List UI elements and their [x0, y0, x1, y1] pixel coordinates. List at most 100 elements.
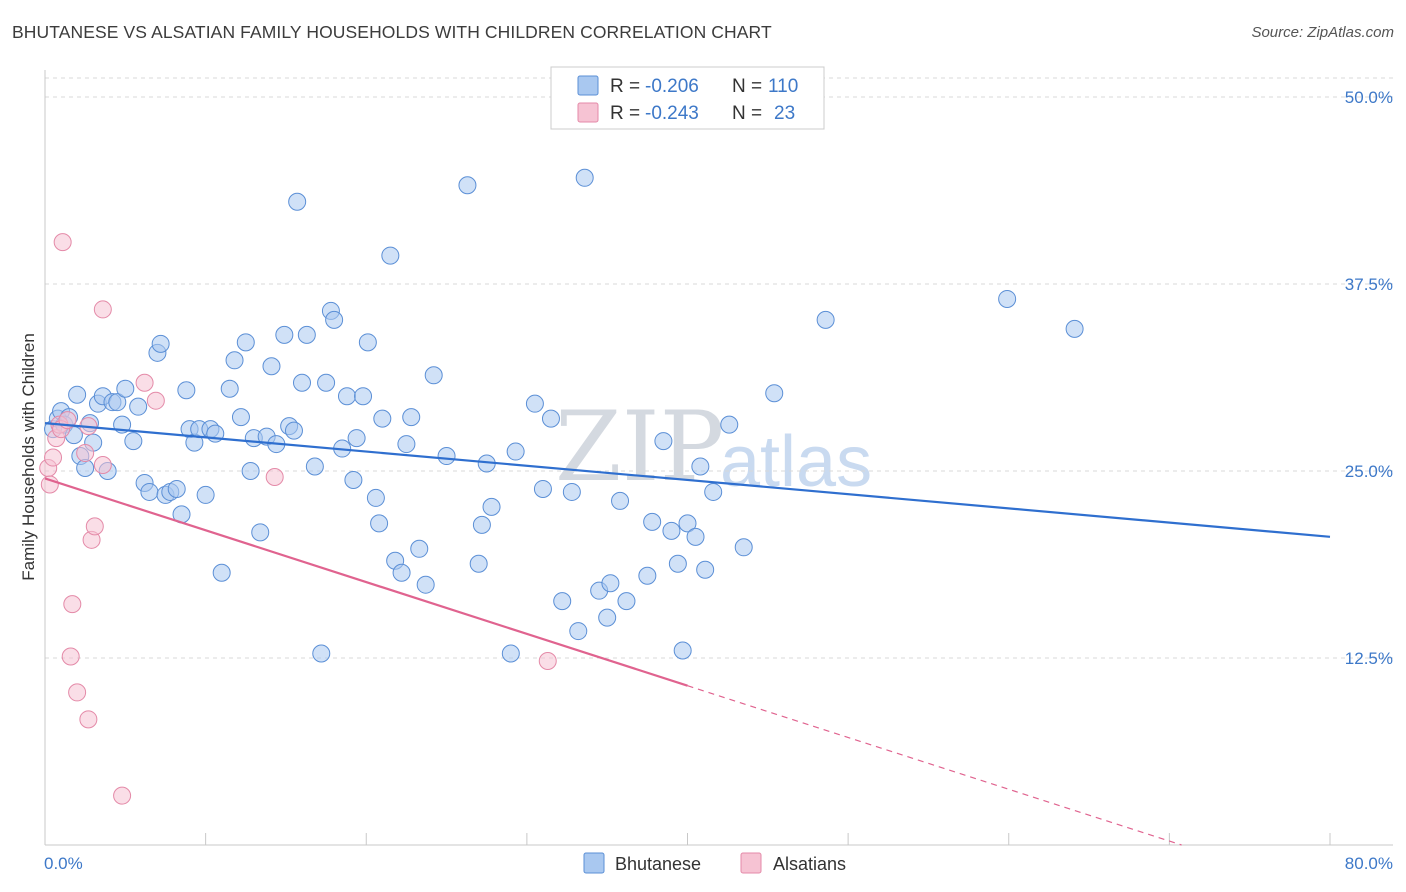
bhutanese-point [241, 462, 260, 480]
bhutanese-point [275, 325, 294, 344]
bhutanese-point [297, 325, 316, 344]
bhutanese-point [506, 442, 525, 461]
bhutanese-point [553, 592, 572, 611]
bhutanese-point [598, 608, 617, 627]
alsatians-trend-line [44, 477, 688, 687]
alsatians-point [146, 391, 165, 410]
bhutanese-point [686, 527, 705, 546]
bhutanese-point [251, 523, 270, 542]
alsatians-point [135, 373, 154, 392]
bhutanese-point [541, 409, 560, 428]
bhutanese-point [124, 432, 143, 451]
alsatians-point [93, 300, 112, 319]
bhutanese-point [533, 479, 552, 498]
bhutanese-point [140, 482, 159, 501]
alsatians-point [85, 517, 104, 536]
alsatians-point [265, 467, 284, 486]
alsatians-point [61, 647, 80, 666]
bhutanese-point [416, 575, 435, 594]
bhutanese-point [501, 644, 520, 663]
bhutanese-point [108, 393, 127, 412]
alsatians-trend-extension [687, 685, 1182, 846]
bhutanese-point [337, 387, 356, 406]
bhutanese-point [225, 351, 244, 370]
bhutanese-point [734, 538, 753, 557]
y-tick-label: 37.5% [1345, 275, 1393, 294]
bhutanese-point [638, 566, 657, 585]
bhutanese-point [668, 554, 687, 573]
alsatians-point [76, 444, 95, 463]
bhutanese-point [354, 387, 373, 406]
bhutanese-point [167, 479, 186, 498]
bhutanese-point [397, 435, 416, 454]
legend-n-label-alsatians: N = [732, 103, 762, 124]
bhutanese-point [129, 397, 148, 416]
bhutanese-point [569, 622, 588, 641]
bhutanese-point [998, 289, 1017, 308]
legend-r-label-bhutanese: R = [610, 76, 640, 97]
alsatians-point [44, 448, 63, 467]
bhutanese-point [469, 554, 488, 573]
trend-lines [44, 422, 1331, 846]
bottom-legend-label-alsatians: Alsatians [773, 854, 846, 874]
bottom-legend-swatch-bhutanese [583, 852, 605, 874]
legend-n-value-alsatians: 23 [774, 103, 795, 124]
bhutanese-point [262, 357, 281, 376]
bhutanese-point [472, 515, 491, 534]
bhutanese-point [366, 488, 385, 507]
bhutanese-point [765, 384, 784, 403]
bhutanese-point [816, 310, 835, 329]
bhutanese-point [617, 592, 636, 611]
alsatians-point [40, 475, 59, 494]
bhutanese-point [673, 641, 692, 660]
legend-swatch-bhutanese [577, 75, 599, 96]
alsatians-point [538, 651, 557, 670]
bhutanese-point [305, 457, 324, 476]
bhutanese-point [678, 514, 697, 533]
bhutanese-point [317, 373, 336, 392]
bhutanese-point [402, 408, 421, 427]
y-tick-label: 25.0% [1345, 462, 1393, 481]
bhutanese-point [696, 560, 715, 579]
bhutanese-point [344, 470, 363, 489]
bhutanese-point [611, 491, 630, 510]
bhutanese-point [373, 409, 392, 428]
bhutanese-point [293, 373, 311, 392]
legend-r-value-alsatians: -0.243 [645, 103, 699, 124]
x-tick-label-max: 80.0% [1345, 854, 1393, 873]
bhutanese-point [68, 385, 87, 404]
bhutanese-point [212, 563, 231, 582]
chart-title: BHUTANESE VS ALSATIAN FAMILY HOUSEHOLDS … [12, 22, 772, 42]
y-tick-labels: 12.5% 25.0% 37.5% 50.0% [1345, 88, 1393, 668]
bhutanese-point [662, 521, 681, 540]
bhutanese-point [1065, 319, 1084, 338]
bhutanese-point [284, 421, 303, 440]
bhutanese-point [410, 539, 429, 558]
bhutanese-point [358, 333, 377, 352]
bhutanese-point [437, 447, 456, 466]
alsatians-point [79, 710, 98, 729]
alsatians-point [53, 233, 72, 252]
source-credit: Source: ZipAtlas.com [1251, 24, 1394, 41]
bhutanese-point [424, 366, 443, 385]
alsatians-point [113, 786, 132, 805]
bhutanese-point [76, 459, 95, 478]
y-tick-label: 50.0% [1345, 88, 1393, 107]
bhutanese-point [601, 574, 620, 593]
bhutanese-point [575, 168, 594, 187]
watermark: ZIP atlas [555, 391, 872, 503]
correlation-legend: R = -0.206 N = 110 R = -0.243 N = 23 [550, 66, 825, 130]
bhutanese-point [196, 485, 215, 504]
gridlines [45, 77, 1393, 659]
bhutanese-trend-line [44, 422, 1331, 538]
bhutanese-point [691, 457, 710, 476]
bhutanese-point [370, 514, 389, 533]
bhutanese-point [562, 482, 581, 501]
legend-n-value-bhutanese: 110 [768, 76, 798, 97]
legend-r-value-bhutanese: -0.206 [645, 76, 699, 97]
legend-swatch-alsatians [577, 102, 599, 123]
bhutanese-point [220, 379, 239, 398]
alsatians-point [93, 456, 112, 475]
legend-n-label-bhutanese: N = [732, 76, 762, 97]
